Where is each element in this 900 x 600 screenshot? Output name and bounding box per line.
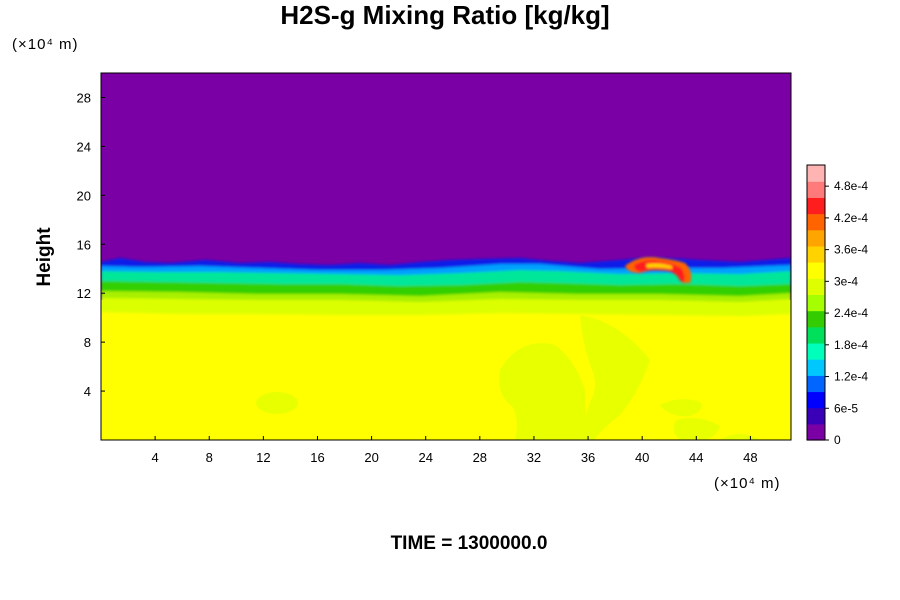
x-tick-label: 16 bbox=[310, 450, 324, 465]
colorbar-swatch bbox=[807, 407, 825, 425]
colorbar-swatch bbox=[807, 181, 825, 198]
y-unit-label: (×10⁴ m) bbox=[12, 36, 79, 53]
hotspot bbox=[625, 257, 692, 283]
colorbar-tick-label: 1.8e-4 bbox=[834, 338, 868, 352]
y-tick-label: 16 bbox=[77, 237, 91, 252]
x-tick-label: 44 bbox=[689, 450, 703, 465]
colorbar-tick-label: 4.2e-4 bbox=[834, 211, 868, 225]
colorbar-tick-label: 1.2e-4 bbox=[834, 370, 868, 384]
x-tick-label: 8 bbox=[206, 450, 213, 465]
colorbar-tick-label: 2.4e-4 bbox=[834, 306, 868, 320]
plot-area bbox=[100, 72, 792, 441]
colorbar-swatch bbox=[807, 197, 825, 215]
x-tick-label: 4 bbox=[152, 450, 159, 465]
y-axis-label: Height bbox=[34, 227, 55, 287]
x-tick-label: 32 bbox=[527, 450, 541, 465]
y-tick-label: 24 bbox=[77, 139, 91, 154]
colorbar-tick-label: 4.8e-4 bbox=[834, 179, 868, 193]
x-tick-label: 20 bbox=[364, 450, 378, 465]
chart-title: H2S-g Mixing Ratio [kg/kg] bbox=[280, 0, 609, 30]
colorbar-swatch bbox=[807, 326, 825, 344]
x-unit-label: (×10⁴ m) bbox=[714, 475, 781, 492]
colorbar-swatch bbox=[807, 359, 825, 376]
plot-frame bbox=[100, 72, 792, 441]
colorbar-swatch bbox=[807, 310, 825, 328]
x-tick-label: 40 bbox=[635, 450, 649, 465]
colorbar-swatch bbox=[807, 245, 825, 263]
x-axis-ticks: 4 8 12 16 20 24 28 32 36 40 44 48 bbox=[152, 436, 758, 465]
colorbar-swatch bbox=[807, 342, 825, 360]
y-tick-label: 8 bbox=[84, 335, 91, 350]
colorbar-frame bbox=[806, 164, 826, 441]
lower-plumes bbox=[256, 315, 760, 440]
y-tick-label: 28 bbox=[77, 90, 91, 105]
colorbar-swatch bbox=[807, 229, 825, 247]
colorbar-swatch bbox=[807, 262, 825, 279]
colorbar-swatch bbox=[807, 294, 825, 312]
colorbar-labels: 0 6e-5 1.2e-4 1.8e-4 2.4e-4 3e-4 3.6e-4 4.2e-4 4… bbox=[825, 179, 868, 447]
colorbar-swatches bbox=[807, 165, 825, 441]
colorbar-swatch bbox=[807, 391, 825, 409]
x-tick-label: 48 bbox=[743, 450, 757, 465]
colorbar: 0 6e-5 1.2e-4 1.8e-4 2.4e-4 3e-4 3.6e-4 4.2e-4 4… bbox=[806, 164, 868, 447]
colorbar-tick-label: 0 bbox=[834, 433, 841, 447]
colorbar-swatch bbox=[807, 423, 825, 441]
y-tick-label: 12 bbox=[77, 286, 91, 301]
colorbar-swatch bbox=[807, 165, 825, 182]
colorbar-tick-label: 3.6e-4 bbox=[834, 243, 868, 257]
colorbar-tick-label: 6e-5 bbox=[834, 401, 858, 415]
lower-layer bbox=[101, 300, 791, 440]
colorbar-swatch bbox=[807, 278, 825, 296]
y-axis-ticks: 4 8 12 16 20 24 28 bbox=[77, 90, 105, 399]
colorbar-swatch bbox=[807, 375, 825, 393]
x-tick-label: 36 bbox=[581, 450, 595, 465]
x-tick-label: 12 bbox=[256, 450, 270, 465]
colorbar-tick-label: 3e-4 bbox=[834, 274, 858, 288]
time-label: TIME = 1300000.0 bbox=[391, 533, 548, 554]
transition-band bbox=[101, 257, 791, 316]
colorbar-swatch bbox=[807, 213, 825, 231]
x-tick-label: 24 bbox=[418, 450, 432, 465]
x-tick-label: 28 bbox=[473, 450, 487, 465]
y-tick-label: 20 bbox=[77, 188, 91, 203]
y-tick-label: 4 bbox=[84, 384, 91, 399]
